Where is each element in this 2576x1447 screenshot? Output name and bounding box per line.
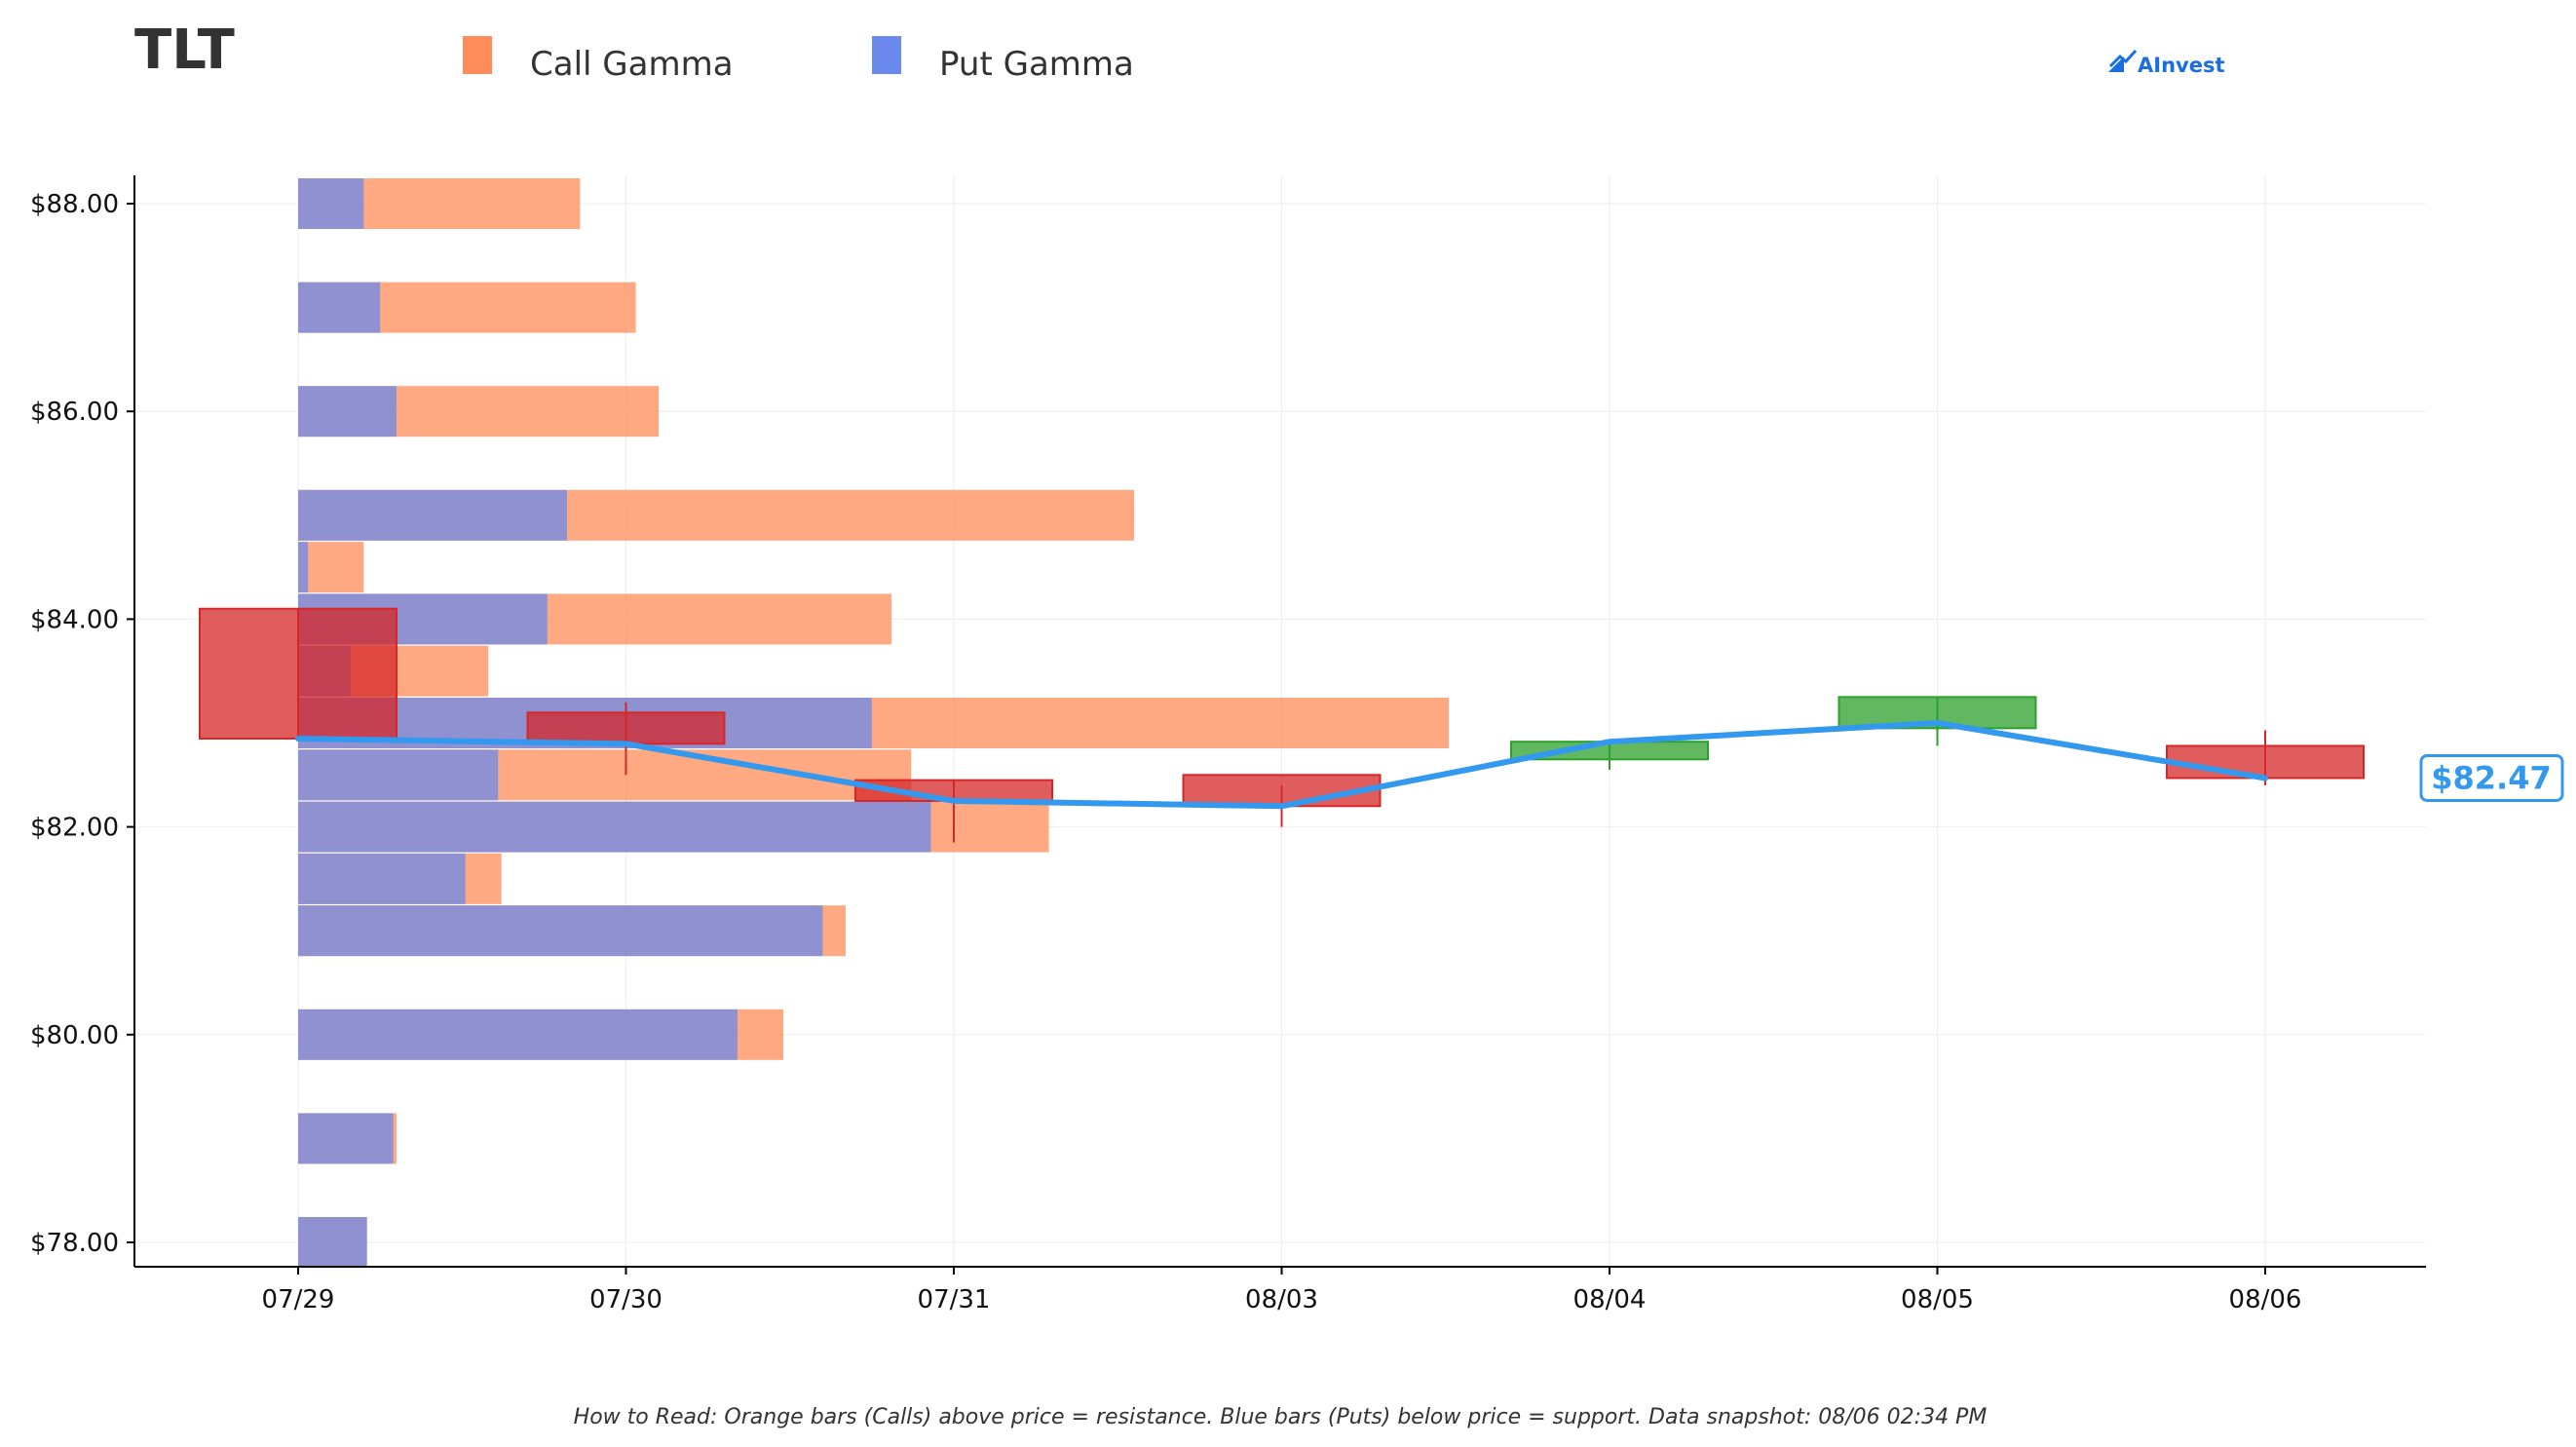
price-line bbox=[295, 720, 2268, 810]
put-gamma-bar bbox=[298, 282, 381, 333]
put-gamma-bar bbox=[298, 1217, 367, 1268]
put-gamma-bar bbox=[298, 1009, 738, 1060]
x-tick-label: 08/05 bbox=[1901, 1285, 1974, 1314]
chart-title: TLT bbox=[134, 19, 235, 82]
call-gamma-bar bbox=[298, 542, 364, 593]
put-gamma-bar bbox=[298, 749, 499, 801]
candle-body bbox=[199, 607, 398, 740]
put-gamma-bar bbox=[298, 489, 567, 541]
legend-swatch-call bbox=[463, 36, 492, 74]
gamma-bars bbox=[298, 178, 1450, 1268]
price-line-path bbox=[295, 720, 2268, 810]
put-gamma-bar bbox=[298, 1113, 394, 1164]
legend-label-call: Call Gamma bbox=[530, 45, 734, 84]
put-gamma-bar bbox=[298, 386, 397, 438]
y-axis-ticks: $78.00 $80.00 $82.00 $84.00 $86.00 $88.00 bbox=[30, 190, 134, 1258]
price-candles bbox=[199, 607, 2365, 843]
current-price-badge: $82.47 bbox=[2419, 753, 2564, 802]
current-price-box bbox=[2419, 753, 2564, 802]
footnote: How to Read: Orange bars (Calls) above p… bbox=[574, 1405, 1988, 1429]
y-tick-label: $78.00 bbox=[30, 1229, 119, 1258]
y-tick-label: $82.00 bbox=[30, 814, 119, 843]
axes bbox=[133, 175, 2426, 1268]
candle-body bbox=[526, 711, 726, 745]
x-tick-label: 07/31 bbox=[918, 1285, 991, 1314]
brand-logo: AInvest bbox=[2108, 49, 2225, 77]
y-tick-label: $88.00 bbox=[30, 190, 119, 219]
candle-body bbox=[2166, 744, 2365, 780]
put-gamma-bar bbox=[298, 801, 931, 853]
current-price-label: $82.47 bbox=[2431, 759, 2551, 796]
put-gamma-bar bbox=[298, 178, 364, 229]
chart-up-icon bbox=[2108, 49, 2138, 72]
x-axis-ticks: 07/29 07/30 07/31 08/03 08/04 08/05 08/06 bbox=[262, 1267, 2302, 1314]
y-tick-label: $86.00 bbox=[30, 398, 119, 427]
x-tick-label: 07/29 bbox=[262, 1285, 335, 1314]
put-gamma-bar bbox=[298, 542, 309, 593]
legend-swatch-put bbox=[872, 36, 901, 74]
y-tick-label: $80.00 bbox=[30, 1021, 119, 1050]
legend-label-put: Put Gamma bbox=[939, 45, 1134, 84]
x-tick-label: 08/03 bbox=[1245, 1285, 1318, 1314]
y-tick-label: $84.00 bbox=[30, 605, 119, 634]
legend: Call Gamma Put Gamma bbox=[463, 36, 1134, 84]
x-tick-label: 08/06 bbox=[2229, 1285, 2302, 1314]
brand-name: AInvest bbox=[2138, 54, 2225, 77]
x-tick-label: 08/04 bbox=[1573, 1285, 1647, 1314]
put-gamma-bar bbox=[298, 853, 466, 904]
x-tick-label: 07/30 bbox=[589, 1285, 663, 1314]
put-gamma-bar bbox=[298, 905, 823, 957]
